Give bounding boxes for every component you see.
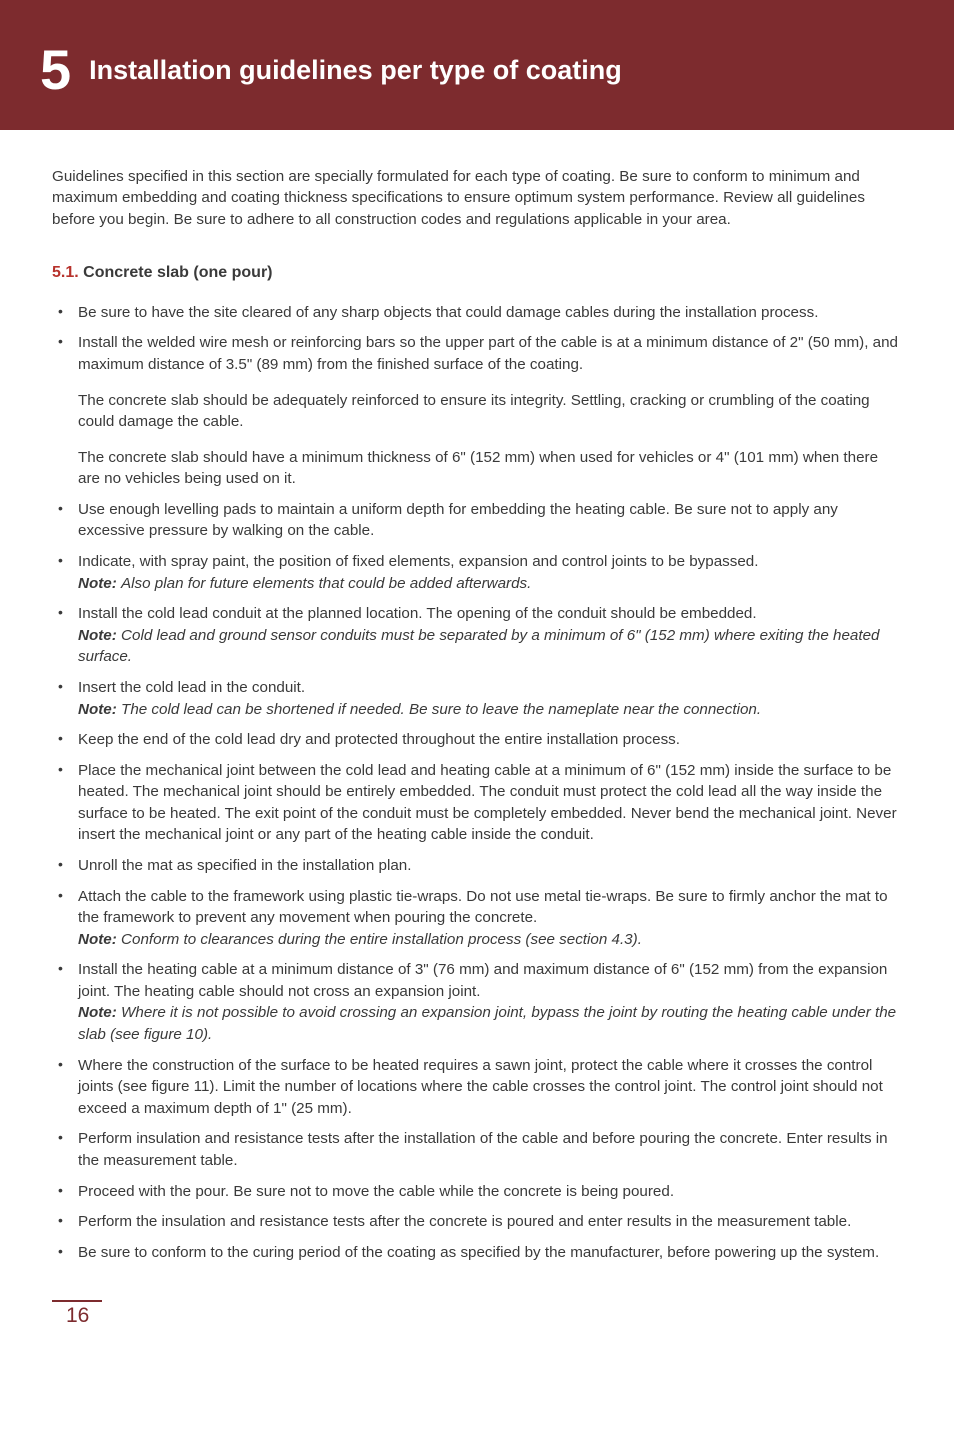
list-text: Insert the cold lead in the conduit.: [78, 679, 305, 696]
list-item: Be sure to have the site cleared of any …: [52, 302, 902, 324]
list-item: Use enough levelling pads to maintain a …: [52, 499, 902, 542]
list-text: Proceed with the pour. Be sure not to mo…: [78, 1183, 674, 1200]
sub-paragraph: The concrete slab should have a minimum …: [78, 447, 902, 490]
list-item: Unroll the mat as specified in the insta…: [52, 855, 902, 877]
list-text: Unroll the mat as specified in the insta…: [78, 857, 411, 874]
note-label: Note:: [78, 575, 117, 592]
list-text: Install the heating cable at a minimum d…: [78, 961, 887, 1000]
list-text: Where the construction of the surface to…: [78, 1057, 883, 1117]
list-text: Be sure to conform to the curing period …: [78, 1244, 879, 1261]
note-label: Note:: [78, 931, 117, 948]
chapter-header: 5 Installation guidelines per type of co…: [0, 0, 954, 130]
list-text: Be sure to have the site cleared of any …: [78, 304, 818, 321]
list-text: Use enough levelling pads to maintain a …: [78, 501, 838, 540]
sub-paragraph: The concrete slab should be adequately r…: [78, 390, 902, 433]
note-label: Note:: [78, 701, 117, 718]
note-text: Where it is not possible to avoid crossi…: [78, 1004, 896, 1043]
list-text: Perform insulation and resistance tests …: [78, 1130, 888, 1169]
chapter-number: 5: [40, 42, 71, 98]
list-item: Install the heating cable at a minimum d…: [52, 959, 902, 1045]
list-item: Be sure to conform to the curing period …: [52, 1242, 902, 1264]
note-text: Also plan for future elements that could…: [121, 575, 531, 592]
list-text: Install the welded wire mesh or reinforc…: [78, 334, 898, 373]
list-item: Where the construction of the surface to…: [52, 1055, 902, 1120]
chapter-title: Installation guidelines per type of coat…: [89, 55, 622, 86]
list-text: Keep the end of the cold lead dry and pr…: [78, 731, 680, 748]
list-item: Perform the insulation and resistance te…: [52, 1211, 902, 1233]
note-text: Cold lead and ground sensor conduits mus…: [78, 627, 879, 666]
list-item: Indicate, with spray paint, the position…: [52, 551, 902, 594]
page-footer: 16: [0, 1292, 954, 1356]
section-number: 5.1.: [52, 264, 79, 281]
footer-rule: [52, 1300, 102, 1302]
section-title-text: Concrete slab (one pour): [83, 264, 272, 281]
note-label: Note:: [78, 627, 117, 644]
page-number: 16: [52, 1304, 954, 1328]
page-content: Guidelines specified in this section are…: [0, 130, 954, 1292]
list-text: Install the cold lead conduit at the pla…: [78, 605, 757, 622]
list-item: Install the welded wire mesh or reinforc…: [52, 332, 902, 489]
list-text: Attach the cable to the framework using …: [78, 888, 888, 927]
list-item: Perform insulation and resistance tests …: [52, 1128, 902, 1171]
guidelines-list: Be sure to have the site cleared of any …: [52, 302, 902, 1263]
list-text: Place the mechanical joint between the c…: [78, 762, 897, 844]
intro-paragraph: Guidelines specified in this section are…: [52, 166, 902, 230]
list-item: Attach the cable to the framework using …: [52, 886, 902, 951]
list-text: Indicate, with spray paint, the position…: [78, 553, 758, 570]
list-item: Install the cold lead conduit at the pla…: [52, 603, 902, 668]
list-item: Proceed with the pour. Be sure not to mo…: [52, 1181, 902, 1203]
note-label: Note:: [78, 1004, 117, 1021]
list-item: Place the mechanical joint between the c…: [52, 760, 902, 846]
note-text: The cold lead can be shortened if needed…: [121, 701, 761, 718]
section-heading: 5.1. Concrete slab (one pour): [52, 264, 902, 282]
list-text: Perform the insulation and resistance te…: [78, 1213, 851, 1230]
list-item: Insert the cold lead in the conduit. Not…: [52, 677, 902, 720]
list-item: Keep the end of the cold lead dry and pr…: [52, 729, 902, 751]
note-text: Conform to clearances during the entire …: [121, 931, 642, 948]
